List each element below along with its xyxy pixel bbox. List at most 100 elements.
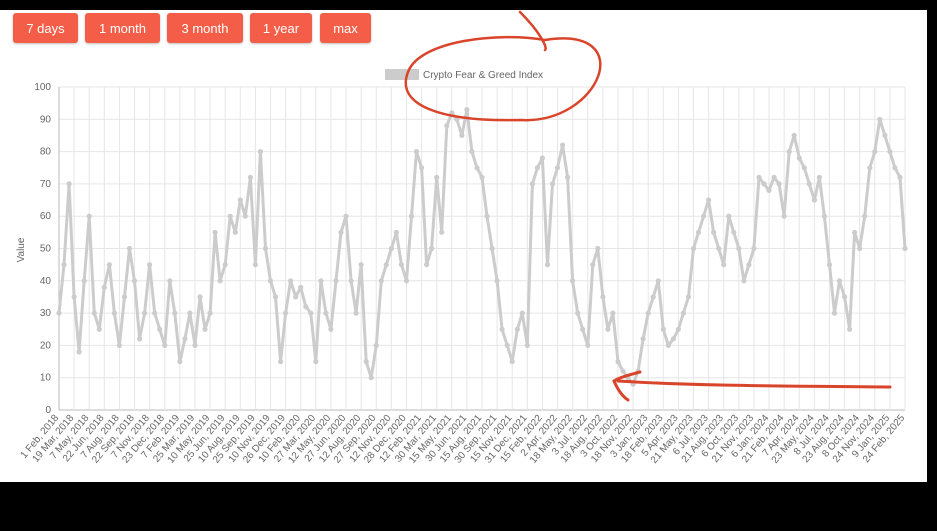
data-point[interactable] bbox=[544, 262, 551, 268]
data-point[interactable] bbox=[726, 213, 732, 219]
data-point[interactable] bbox=[882, 132, 888, 138]
data-point[interactable] bbox=[539, 155, 546, 161]
data-point[interactable] bbox=[504, 342, 510, 348]
data-point[interactable] bbox=[419, 165, 425, 171]
data-point[interactable] bbox=[247, 174, 253, 180]
data-point[interactable] bbox=[721, 262, 727, 268]
data-point[interactable] bbox=[343, 213, 349, 219]
data-point[interactable] bbox=[565, 174, 571, 180]
data-point[interactable] bbox=[61, 262, 67, 268]
data-point[interactable] bbox=[776, 181, 782, 187]
data-point[interactable] bbox=[575, 310, 581, 316]
chart-legend[interactable]: Crypto Fear & Greed Index bbox=[385, 69, 543, 81]
data-point[interactable] bbox=[610, 310, 616, 316]
data-point[interactable] bbox=[615, 359, 621, 365]
data-point[interactable] bbox=[272, 294, 279, 300]
data-point[interactable] bbox=[393, 229, 399, 235]
data-point[interactable] bbox=[111, 310, 117, 316]
data-point[interactable] bbox=[590, 262, 596, 268]
data-point[interactable] bbox=[620, 368, 626, 374]
data-point[interactable] bbox=[86, 213, 92, 219]
data-point[interactable] bbox=[152, 310, 158, 316]
data-point[interactable] bbox=[690, 245, 697, 252]
data-point[interactable] bbox=[524, 342, 530, 348]
data-point[interactable] bbox=[821, 213, 828, 219]
data-point[interactable] bbox=[836, 278, 843, 284]
data-point[interactable] bbox=[751, 245, 757, 252]
data-point[interactable] bbox=[670, 336, 677, 342]
data-point[interactable] bbox=[257, 149, 263, 155]
data-point[interactable] bbox=[449, 110, 455, 116]
data-point[interactable] bbox=[736, 245, 742, 252]
data-point[interactable] bbox=[278, 359, 284, 365]
data-point[interactable] bbox=[177, 359, 183, 365]
data-point[interactable] bbox=[600, 294, 606, 300]
data-point[interactable] bbox=[459, 132, 465, 138]
data-point[interactable] bbox=[197, 294, 203, 300]
data-point[interactable] bbox=[499, 326, 505, 332]
data-point[interactable] bbox=[529, 181, 536, 187]
data-point[interactable] bbox=[771, 174, 777, 180]
data-point[interactable] bbox=[877, 116, 883, 122]
data-point[interactable] bbox=[288, 278, 294, 284]
data-point[interactable] bbox=[701, 213, 707, 219]
data-point[interactable] bbox=[534, 165, 541, 171]
data-point[interactable] bbox=[842, 294, 848, 300]
data-point[interactable] bbox=[212, 229, 218, 235]
data-point[interactable] bbox=[816, 174, 823, 180]
data-point[interactable] bbox=[439, 229, 445, 235]
data-point[interactable] bbox=[595, 245, 601, 252]
data-point[interactable] bbox=[570, 278, 576, 284]
data-point[interactable] bbox=[172, 310, 178, 316]
data-point[interactable] bbox=[131, 278, 138, 284]
data-point[interactable] bbox=[716, 245, 722, 252]
data-point[interactable] bbox=[711, 229, 717, 235]
data-point[interactable] bbox=[126, 245, 133, 252]
data-point[interactable] bbox=[645, 310, 651, 316]
data-point[interactable] bbox=[695, 229, 702, 235]
data-point[interactable] bbox=[262, 245, 269, 252]
data-point[interactable] bbox=[363, 359, 369, 365]
data-point[interactable] bbox=[867, 165, 873, 171]
data-point[interactable] bbox=[96, 326, 102, 332]
data-point[interactable] bbox=[560, 142, 566, 148]
data-point[interactable] bbox=[232, 229, 238, 235]
data-point[interactable] bbox=[665, 342, 671, 348]
data-point[interactable] bbox=[162, 342, 168, 348]
data-point[interactable] bbox=[509, 359, 515, 365]
data-point[interactable] bbox=[91, 310, 97, 316]
data-point[interactable] bbox=[408, 213, 415, 219]
data-point[interactable] bbox=[811, 197, 818, 203]
data-point[interactable] bbox=[852, 229, 858, 235]
data-point[interactable] bbox=[227, 213, 233, 219]
data-point[interactable] bbox=[857, 245, 863, 252]
data-point[interactable] bbox=[202, 326, 208, 332]
data-point[interactable] bbox=[786, 149, 792, 155]
data-point[interactable] bbox=[761, 181, 767, 187]
data-point[interactable] bbox=[358, 262, 364, 268]
data-point[interactable] bbox=[101, 284, 107, 290]
data-point[interactable] bbox=[766, 187, 772, 193]
data-point[interactable] bbox=[826, 262, 833, 268]
data-point[interactable] bbox=[756, 174, 762, 180]
data-point[interactable] bbox=[348, 278, 354, 284]
data-point[interactable] bbox=[283, 310, 289, 316]
data-point[interactable] bbox=[303, 304, 309, 310]
data-point[interactable] bbox=[222, 262, 228, 268]
data-point[interactable] bbox=[137, 336, 143, 342]
data-point[interactable] bbox=[338, 229, 344, 235]
data-point[interactable] bbox=[741, 278, 747, 284]
range-max-button[interactable]: max bbox=[320, 13, 371, 43]
data-point[interactable] bbox=[378, 278, 384, 284]
data-point[interactable] bbox=[388, 245, 394, 252]
data-point[interactable] bbox=[554, 165, 561, 171]
data-point[interactable] bbox=[413, 149, 420, 155]
data-point[interactable] bbox=[56, 310, 62, 316]
data-point[interactable] bbox=[862, 213, 868, 219]
data-point[interactable] bbox=[318, 278, 324, 284]
data-point[interactable] bbox=[887, 149, 893, 155]
data-point[interactable] bbox=[313, 359, 319, 365]
data-point[interactable] bbox=[293, 294, 299, 300]
data-point[interactable] bbox=[746, 262, 752, 268]
data-point[interactable] bbox=[424, 262, 430, 268]
